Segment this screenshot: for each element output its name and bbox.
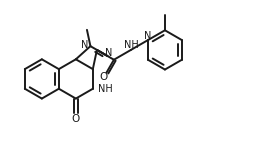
- Text: NH: NH: [98, 84, 112, 94]
- Text: N: N: [105, 48, 112, 58]
- Text: N: N: [81, 40, 88, 50]
- Text: NH: NH: [124, 40, 138, 50]
- Text: N: N: [144, 31, 151, 41]
- Text: O: O: [72, 114, 80, 124]
- Text: O: O: [100, 72, 108, 82]
